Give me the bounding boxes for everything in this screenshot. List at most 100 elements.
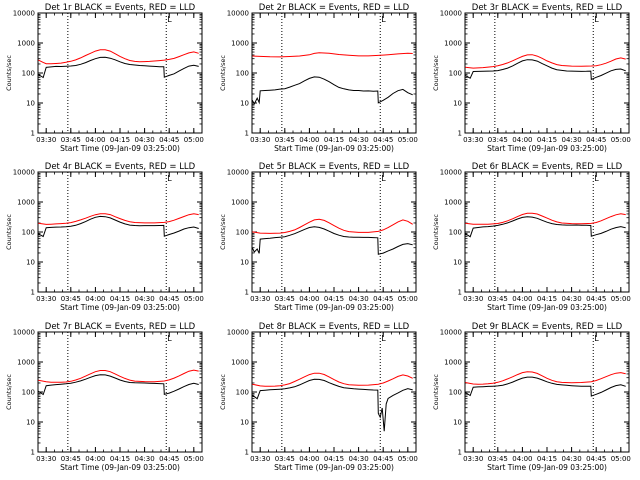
det4-x-tick-label: 03:30 bbox=[36, 295, 56, 303]
det7-x-tick-label: 03:30 bbox=[36, 455, 56, 463]
det9-x-tick-label: 04:45 bbox=[586, 455, 606, 463]
det8-series-events bbox=[252, 378, 413, 432]
det4-y-axis-label: Counts/sec bbox=[5, 214, 13, 250]
det9-y-tick-label: 10 bbox=[453, 419, 462, 427]
det7-x-axis-label: Start Time (09-Jan-09 03:25:00) bbox=[60, 463, 180, 472]
det2-x-tick-label: 04:00 bbox=[299, 136, 319, 144]
det6-x-tick-label: 04:45 bbox=[586, 295, 606, 303]
det7-x-tick-label: 04:00 bbox=[85, 455, 105, 463]
det3-x-tick-label: 05:00 bbox=[611, 136, 631, 144]
plot-panel-det-8: Det 8r BLACK = Events, RED = LLD 1 10 100 10… bbox=[219, 322, 418, 472]
det5-x-axis-label: Start Time (09-Jan-09 03:25:00) bbox=[274, 303, 394, 312]
det3-y-tick-label: 100 bbox=[449, 70, 462, 78]
det2-x-tick-label: 03:45 bbox=[275, 136, 295, 144]
plot-panel-det-7: Det 7r BLACK = Events, RED = LLD 1 10 100 10… bbox=[5, 322, 204, 472]
det6-y-tick-label: 10 bbox=[453, 259, 462, 267]
det3-x-tick-label: 04:15 bbox=[537, 136, 557, 144]
det6-x-tick-label: 04:15 bbox=[537, 295, 557, 303]
det1-series-lld bbox=[38, 49, 199, 65]
det2-title: Det 2r BLACK = Events, RED = LLD bbox=[259, 3, 410, 13]
det1-x-tick-label: 04:15 bbox=[110, 136, 130, 144]
det4-series-events bbox=[38, 215, 199, 238]
det1-y-tick-label: 10000 bbox=[13, 10, 35, 18]
det1-x-tick-label: 05:00 bbox=[184, 136, 204, 144]
plot-panel-det-1: Det 1r BLACK = Events, RED = LLD 1 10 100 10… bbox=[5, 3, 204, 153]
det2-x-tick-label: 05:00 bbox=[398, 136, 418, 144]
det9-x-tick-label: 05:00 bbox=[611, 455, 631, 463]
plot-panel-det-5: Det 5r BLACK = Events, RED = LLD 1 10 100 10… bbox=[219, 162, 418, 312]
plot-panel-det-2: Det 2r BLACK = Events, RED = LLD 1 10 100 10… bbox=[219, 3, 418, 153]
det2-marker-label: L bbox=[381, 15, 386, 24]
plot-panel-det-9: Det 9r BLACK = Events, RED = LLD 1 10 100 10… bbox=[432, 322, 631, 472]
det3-y-axis-label: Counts/sec bbox=[432, 55, 440, 91]
det4-x-tick-label: 04:15 bbox=[110, 295, 130, 303]
det7-series-events bbox=[38, 374, 199, 396]
det3-y-tick-label: 1 bbox=[458, 130, 462, 138]
det4-x-tick-label: 04:00 bbox=[85, 295, 105, 303]
det4-x-tick-label: 05:00 bbox=[184, 295, 204, 303]
det9-x-tick-label: 04:00 bbox=[512, 455, 532, 463]
det2-y-tick-label: 100 bbox=[236, 70, 249, 78]
det8-title: Det 8r BLACK = Events, RED = LLD bbox=[259, 322, 410, 332]
det7-x-tick-label: 05:00 bbox=[184, 455, 204, 463]
det8-x-tick-label: 04:15 bbox=[324, 455, 344, 463]
det1-y-tick-label: 10 bbox=[26, 100, 35, 108]
det1-y-tick-label: 1000 bbox=[17, 40, 35, 48]
det8-y-tick-label: 1 bbox=[245, 449, 249, 457]
det5-x-tick-label: 04:30 bbox=[349, 295, 369, 303]
det2-y-tick-label: 10000 bbox=[227, 10, 249, 18]
det9-y-tick-label: 10000 bbox=[440, 329, 462, 337]
det4-marker-label: L bbox=[167, 174, 172, 183]
det4-y-tick-label: 10000 bbox=[13, 169, 35, 177]
det3-x-tick-label: 04:30 bbox=[562, 136, 582, 144]
det9-x-axis-label: Start Time (09-Jan-09 03:25:00) bbox=[487, 463, 607, 472]
det8-y-axis-label: Counts/sec bbox=[219, 374, 227, 410]
det3-title: Det 3r BLACK = Events, RED = LLD bbox=[472, 3, 623, 13]
det1-y-tick-label: 100 bbox=[22, 70, 35, 78]
det2-x-tick-label: 04:45 bbox=[373, 136, 393, 144]
det4-y-tick-label: 1000 bbox=[17, 199, 35, 207]
det1-series-events bbox=[38, 56, 199, 79]
det9-y-tick-label: 1000 bbox=[444, 359, 462, 367]
det2-x-tick-label: 03:30 bbox=[250, 136, 270, 144]
det5-x-tick-label: 03:30 bbox=[250, 295, 270, 303]
det2-plot-frame bbox=[251, 12, 417, 134]
det1-y-axis-label: Counts/sec bbox=[5, 55, 13, 91]
det8-x-tick-label: 04:45 bbox=[373, 455, 393, 463]
det4-x-tick-label: 04:45 bbox=[159, 295, 179, 303]
det8-marker-label: L bbox=[381, 334, 386, 343]
det4-x-tick-label: 04:30 bbox=[135, 295, 155, 303]
det6-x-tick-label: 03:30 bbox=[463, 295, 483, 303]
det9-x-tick-label: 04:30 bbox=[562, 455, 582, 463]
det9-series-events bbox=[465, 376, 626, 397]
det6-x-tick-label: 03:45 bbox=[488, 295, 508, 303]
det4-y-tick-label: 1 bbox=[31, 289, 35, 297]
det7-y-tick-label: 10 bbox=[26, 419, 35, 427]
det6-series-events bbox=[465, 216, 626, 238]
det7-x-tick-label: 04:30 bbox=[135, 455, 155, 463]
det2-x-axis-label: Start Time (09-Jan-09 03:25:00) bbox=[274, 144, 394, 153]
det3-x-tick-label: 04:45 bbox=[586, 136, 606, 144]
det5-y-tick-label: 1000 bbox=[231, 199, 249, 207]
det3-series-lld bbox=[465, 54, 626, 69]
det7-plot-frame bbox=[37, 331, 203, 453]
det6-y-tick-label: 1 bbox=[458, 289, 462, 297]
det9-y-tick-label: 1 bbox=[458, 449, 462, 457]
det9-x-tick-label: 03:45 bbox=[488, 455, 508, 463]
plot-panel-det-3: Det 3r BLACK = Events, RED = LLD 1 10 100 10… bbox=[432, 3, 631, 153]
det6-x-tick-label: 05:00 bbox=[611, 295, 631, 303]
det8-y-tick-label: 100 bbox=[236, 389, 249, 397]
det3-x-axis-label: Start Time (09-Jan-09 03:25:00) bbox=[487, 144, 607, 153]
det4-series-lld bbox=[38, 213, 199, 225]
det3-y-tick-label: 1000 bbox=[444, 40, 462, 48]
det8-y-tick-label: 1000 bbox=[231, 359, 249, 367]
det7-x-tick-label: 04:45 bbox=[159, 455, 179, 463]
det5-y-axis-label: Counts/sec bbox=[219, 214, 227, 250]
det9-x-tick-label: 04:15 bbox=[537, 455, 557, 463]
det9-plot-frame bbox=[464, 331, 630, 453]
det8-x-tick-label: 03:30 bbox=[250, 455, 270, 463]
det1-y-tick-label: 1 bbox=[31, 130, 35, 138]
det6-x-tick-label: 04:00 bbox=[512, 295, 532, 303]
det5-plot-frame bbox=[251, 171, 417, 293]
det7-marker-label: L bbox=[167, 334, 172, 343]
